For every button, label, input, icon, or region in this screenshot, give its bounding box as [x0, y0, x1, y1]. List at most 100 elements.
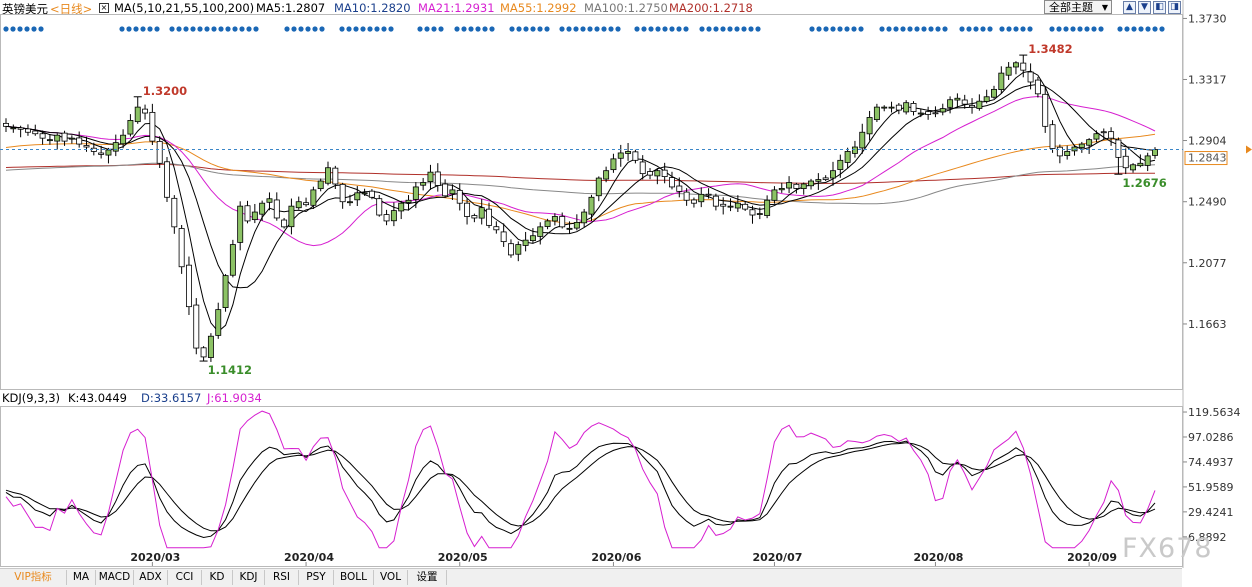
- candle-body: [464, 202, 471, 217]
- event-dot: [1152, 26, 1158, 32]
- tab-macd[interactable]: MACD: [96, 570, 134, 585]
- event-dot: [183, 26, 189, 32]
- extreme-label: 1.3200: [143, 84, 187, 98]
- candle-body: [998, 72, 1005, 91]
- kdj-j-value: J:61.9034: [207, 391, 262, 405]
- candle-body: [1071, 146, 1078, 152]
- ma10-value: MA10:1.2820: [334, 1, 411, 15]
- candle-body: [881, 106, 888, 109]
- candle-body: [690, 199, 697, 204]
- candle-body: [573, 222, 580, 229]
- candle-body: [800, 183, 807, 189]
- event-dot: [1027, 26, 1033, 32]
- date-tick-label: 2020/04: [284, 551, 334, 564]
- candle-body: [207, 335, 214, 358]
- candle-body: [954, 97, 961, 101]
- tab-ma[interactable]: MA: [67, 570, 96, 585]
- event-dot: [197, 26, 203, 32]
- event-dot: [734, 26, 740, 32]
- scroll-left-button[interactable]: ◧: [1153, 1, 1166, 14]
- event-dot: [169, 26, 175, 32]
- candle-body: [251, 211, 258, 221]
- event-dot: [706, 26, 712, 32]
- candle-body: [178, 228, 185, 268]
- event-dot: [1077, 26, 1083, 32]
- kdj-lines: [5, 410, 1156, 549]
- candle-body: [171, 197, 178, 228]
- event-dot: [1159, 26, 1165, 32]
- tab-settings[interactable]: 设置: [408, 570, 447, 585]
- candle-body: [332, 167, 339, 185]
- candle-body: [1086, 139, 1093, 146]
- event-dot: [755, 26, 761, 32]
- candle-body: [288, 205, 295, 228]
- theme-select[interactable]: 全部主题 ▼: [1044, 0, 1112, 14]
- candle-body: [54, 134, 61, 142]
- price-tick-label: 1.3730: [1188, 12, 1227, 25]
- tab-vol[interactable]: VOL: [374, 570, 408, 585]
- candle-body: [200, 347, 207, 358]
- event-dot: [1070, 26, 1076, 32]
- kdj-title: KDJ(9,3,3): [2, 391, 61, 405]
- event-dot: [669, 26, 675, 32]
- period-label[interactable]: <日线>: [50, 2, 93, 16]
- candle-body: [325, 167, 331, 184]
- tab-rsi[interactable]: RSI: [265, 570, 299, 585]
- event-dot: [1131, 26, 1137, 32]
- event-dot: [3, 26, 9, 32]
- event-dot: [851, 26, 857, 32]
- chevron-down-icon: ▼: [1101, 3, 1108, 12]
- event-dot: [346, 26, 352, 32]
- candle-body: [98, 152, 105, 155]
- candle-body: [186, 264, 192, 308]
- watermark-logo: FX678: [1122, 533, 1213, 564]
- candle-body: [39, 133, 46, 139]
- candle-body: [720, 203, 727, 207]
- event-dot: [1098, 26, 1104, 32]
- tab-kd[interactable]: KD: [202, 570, 233, 585]
- tab-vip-indicator[interactable]: VIP指标: [0, 570, 67, 585]
- candle-body: [603, 170, 610, 180]
- kdj-panel-border: [0, 406, 1183, 567]
- candle-body: [442, 183, 449, 197]
- candle-body: [420, 182, 427, 186]
- candle-body: [471, 215, 478, 219]
- candle-body: [17, 127, 24, 130]
- event-dot: [211, 26, 217, 32]
- candle-body: [1108, 131, 1115, 139]
- zoom-out-button[interactable]: ▼: [1138, 1, 1151, 14]
- candle-body: [120, 134, 127, 145]
- current-price-text: 1.2843: [1188, 152, 1227, 165]
- candle-body: [142, 108, 149, 114]
- tab-psy[interactable]: PSY: [299, 570, 334, 585]
- candle-body: [903, 102, 910, 113]
- event-dot: [601, 26, 607, 32]
- event-dot: [1084, 26, 1090, 32]
- event-dot: [544, 26, 550, 32]
- event-dot: [190, 26, 196, 32]
- event-dot: [1013, 26, 1019, 32]
- ma-title: MA(5,10,21,55,100,200): [114, 1, 255, 15]
- zoom-in-button[interactable]: ▲: [1123, 1, 1136, 14]
- date-tick-label: 2020/03: [130, 551, 180, 564]
- theme-select-label: 全部主题: [1049, 1, 1093, 14]
- candle-body: [1093, 133, 1100, 140]
- tab-cci[interactable]: CCI: [168, 570, 202, 585]
- candle-body: [676, 185, 683, 192]
- scroll-right-button[interactable]: ◨: [1168, 1, 1181, 14]
- settings-icon[interactable]: ×: [99, 3, 109, 13]
- price-tick-label: 1.3317: [1188, 73, 1227, 86]
- price-tick-label: 1.2490: [1188, 196, 1227, 209]
- tab-boll[interactable]: BOLL: [334, 570, 374, 585]
- candle-body: [68, 137, 75, 140]
- candle-body: [83, 145, 90, 148]
- candle-body: [368, 190, 375, 198]
- candle-body: [1027, 71, 1034, 83]
- tab-kdj[interactable]: KDJ: [233, 570, 265, 585]
- candle-body: [32, 130, 39, 135]
- candle-body: [244, 205, 251, 222]
- tab-adx[interactable]: ADX: [134, 570, 168, 585]
- candle-body: [376, 198, 383, 216]
- event-dot: [298, 26, 304, 32]
